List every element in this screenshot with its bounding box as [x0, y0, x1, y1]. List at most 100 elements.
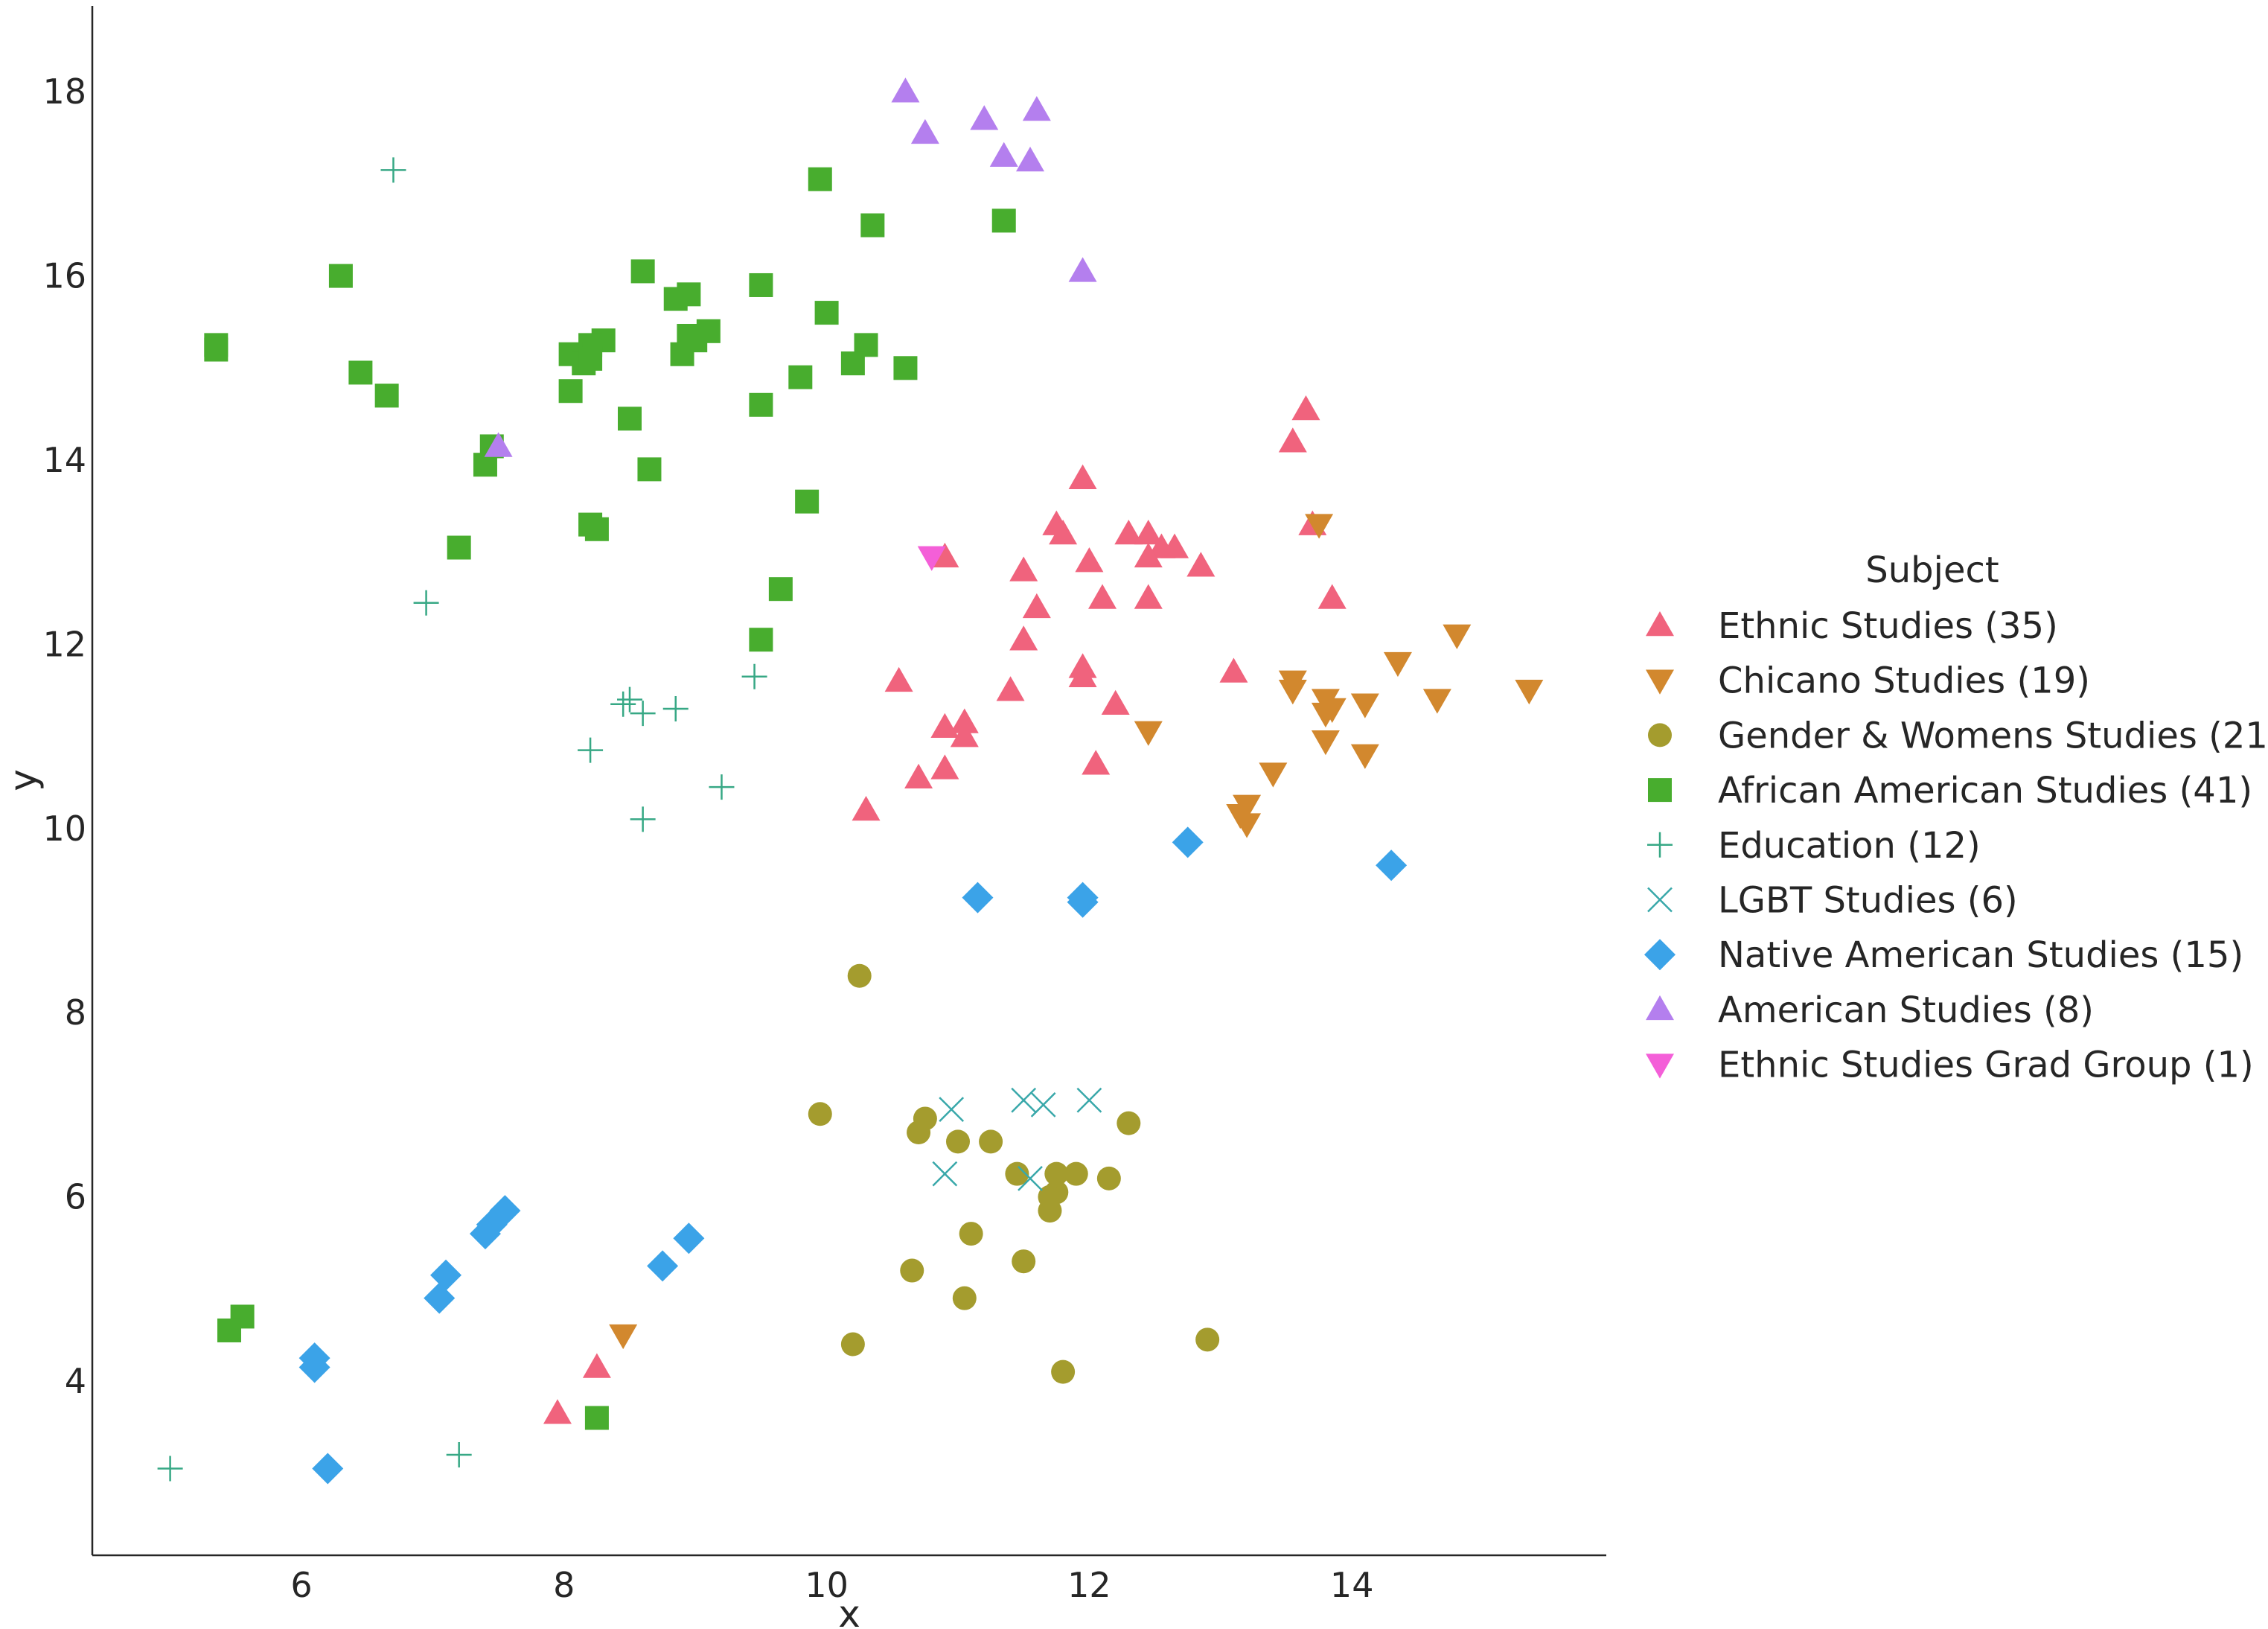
data-point	[1038, 1185, 1062, 1209]
data-point	[543, 1399, 572, 1424]
data-point	[991, 208, 1016, 233]
legend-item: Gender & Womens Studies (21)	[1648, 715, 2268, 756]
legend-item: American Studies (8)	[1646, 989, 2094, 1031]
data-point	[1311, 730, 1340, 756]
data-point	[1067, 886, 1099, 918]
legend-label: LGBT Studies (6)	[1718, 880, 2018, 922]
data-point	[952, 1286, 977, 1310]
data-point	[1350, 693, 1379, 718]
data-point	[1422, 689, 1451, 714]
data-point	[1022, 593, 1051, 619]
data-point	[1291, 395, 1320, 421]
data-point	[814, 301, 839, 325]
data-point	[1305, 514, 1334, 539]
data-point	[910, 118, 939, 144]
data-point	[1172, 826, 1204, 858]
legend: Subject Ethnic Studies (35) Chicano Studi…	[1644, 549, 2268, 1086]
y-tick-label: 6	[65, 1177, 86, 1217]
data-point	[157, 1456, 183, 1482]
data-point	[1317, 584, 1347, 609]
data-point	[741, 663, 767, 689]
legend-label: Education (12)	[1718, 825, 1981, 867]
series-group	[808, 963, 1220, 1384]
data-point	[1076, 1087, 1102, 1113]
data-point	[930, 754, 959, 780]
y-tick-label: 16	[42, 256, 86, 296]
data-point	[1134, 519, 1163, 545]
data-point	[582, 1353, 611, 1378]
series-group	[917, 546, 946, 571]
data-point	[630, 701, 656, 727]
legend-label: Ethnic Studies (35)	[1718, 605, 2058, 647]
y-axis-title: y	[1, 769, 45, 791]
data-point	[618, 407, 642, 431]
legend-label: Chicano Studies (19)	[1718, 660, 2090, 702]
x-tick-label: 10	[805, 1565, 849, 1605]
data-point	[609, 1324, 638, 1350]
data-point	[1233, 813, 1262, 838]
legend-label: African American Studies (41)	[1718, 770, 2252, 812]
data-point	[204, 337, 229, 362]
data-point	[380, 157, 406, 183]
data-point	[1068, 662, 1097, 687]
legend-marker	[1648, 778, 1672, 803]
x-tick-label: 14	[1330, 1565, 1374, 1605]
data-point	[1088, 584, 1117, 609]
data-point	[1022, 95, 1051, 121]
data-point	[847, 963, 872, 988]
data-point	[558, 379, 583, 404]
data-point	[1068, 464, 1097, 489]
data-point	[884, 666, 913, 692]
data-point	[1012, 1249, 1036, 1274]
data-point	[808, 167, 832, 191]
data-point	[1016, 146, 1045, 172]
series-group	[543, 395, 1347, 1424]
data-point	[840, 351, 865, 376]
legend-marker	[1648, 723, 1672, 747]
legend-marker	[1644, 939, 1676, 971]
data-point	[950, 708, 979, 733]
data-point	[578, 346, 603, 371]
data-point	[1005, 1161, 1029, 1186]
legend-marker	[1646, 995, 1674, 1021]
data-point	[996, 676, 1025, 701]
data-point	[1082, 750, 1111, 775]
data-point	[1030, 1092, 1056, 1118]
data-point	[1064, 1161, 1088, 1186]
series-group	[204, 167, 1016, 1430]
data-point	[907, 1120, 931, 1145]
data-point	[630, 806, 656, 832]
legend-item: LGBT Studies (6)	[1647, 880, 2018, 922]
data-point	[768, 577, 793, 602]
data-point	[673, 1222, 705, 1255]
data-point	[749, 392, 773, 417]
y-tick-label: 4	[65, 1361, 86, 1401]
series-group	[932, 1087, 1102, 1191]
data-point	[584, 1406, 609, 1430]
legend-marker	[1647, 832, 1673, 858]
data-point	[1186, 552, 1216, 577]
data-point	[1096, 1166, 1121, 1190]
data-point	[677, 324, 701, 348]
data-point	[1278, 427, 1307, 453]
data-point	[840, 1332, 865, 1357]
legend-marker	[1647, 887, 1673, 913]
data-point	[328, 264, 353, 288]
data-point	[662, 695, 689, 721]
data-points	[157, 77, 1544, 1485]
y-tick-label: 18	[42, 71, 86, 112]
data-point	[1443, 624, 1472, 650]
series-group	[609, 514, 1544, 1350]
data-point	[1009, 625, 1038, 651]
data-point	[1009, 556, 1038, 581]
x-tick-labels: 6 8 10 12 14	[290, 1565, 1373, 1605]
legend-item: Ethnic Studies (35)	[1646, 605, 2058, 647]
axes	[91, 6, 1606, 1557]
data-point	[852, 796, 881, 821]
data-point	[1376, 849, 1408, 882]
data-point	[1011, 1087, 1037, 1113]
data-point	[808, 1102, 832, 1126]
x-tick-label: 6	[290, 1565, 312, 1605]
data-point	[749, 628, 773, 652]
data-point	[917, 546, 946, 571]
